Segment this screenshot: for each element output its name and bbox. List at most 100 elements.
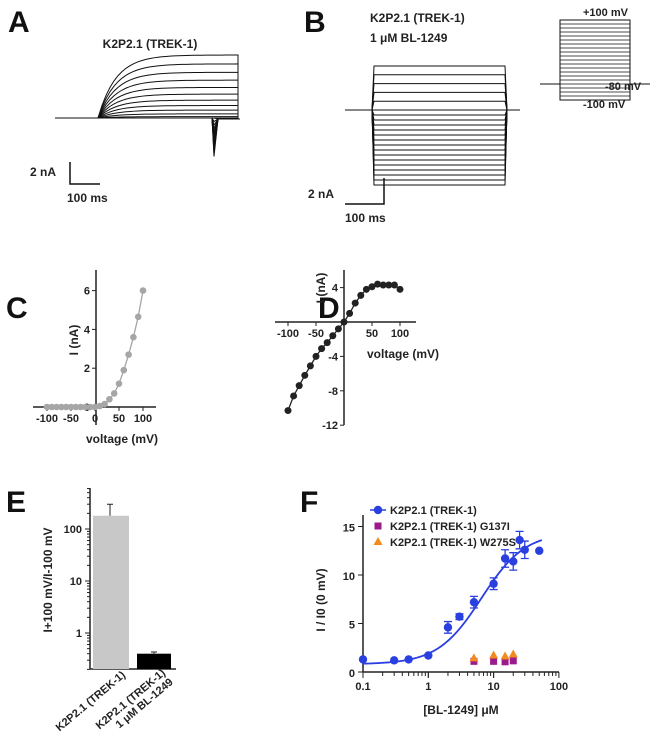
legend-marker [373, 537, 383, 545]
data-point [134, 313, 142, 321]
x-tick-label: -100 [277, 328, 299, 340]
data-point [351, 299, 359, 307]
x-tick-label: 100 [391, 328, 409, 340]
panel-b-scale-bar [345, 178, 385, 205]
data-point [48, 403, 56, 411]
data-point [101, 400, 108, 408]
current-trace [345, 109, 520, 156]
legend-marker [374, 522, 382, 530]
current-trace [55, 71, 240, 150]
panel-b-title-line2: 1 μM BL-1249 [370, 31, 448, 45]
data-point [106, 395, 113, 403]
data-point [358, 655, 368, 664]
data-point [500, 554, 510, 563]
data-point [501, 658, 509, 666]
panel-f-dose-response-chart: [BL-1249] μM I / I0 (0 mV) 0.1 1 10 100 0 5 10… [314, 505, 568, 717]
current-trace [345, 83, 520, 111]
data-point [396, 285, 404, 293]
d-ylabel: I (nA) [314, 273, 328, 304]
panel-label-a: A [8, 6, 30, 39]
data-point [295, 382, 303, 390]
x-tick-label: -50 [308, 328, 324, 340]
data-point [362, 285, 370, 293]
x-tick-label: 50 [366, 328, 378, 340]
x-tick-label: 0.1 [355, 681, 370, 693]
data-point [490, 657, 498, 665]
bar [93, 515, 129, 669]
panel-label-b: B [304, 6, 326, 39]
panel-label-c: C [6, 292, 28, 325]
data-point [368, 283, 376, 291]
error-bar [151, 651, 157, 654]
data-point [306, 362, 314, 370]
bar [137, 653, 171, 669]
y-tick-label: -12 [322, 420, 338, 432]
legend-label: K2P2.1 (TREK-1) [390, 505, 477, 517]
data-point [509, 557, 518, 566]
data-point [329, 332, 337, 340]
panel-a-title: K2P2.1 (TREK-1) [103, 37, 198, 51]
protocol-label-minus100: -100 mV [583, 99, 626, 111]
e-category-label-1: K2P2.1 (TREK-1)1 μM BL-1249 [94, 667, 176, 741]
data-point [115, 380, 123, 388]
data-point [82, 403, 89, 411]
y-tick-label: -8 [328, 386, 338, 398]
data-point [489, 579, 498, 588]
f-xlabel: [BL-1249] μM [423, 703, 498, 717]
data-point [77, 403, 84, 411]
x-tick-label: 0 [92, 413, 98, 425]
panel-label-e: E [6, 486, 26, 519]
data-point [443, 623, 453, 632]
y-tick-label: 10 [343, 571, 355, 583]
panel-b-title-line1: K2P2.1 (TREK-1) [370, 11, 465, 25]
data-point [469, 653, 479, 662]
panel-label-d: D [318, 292, 340, 325]
data-point [385, 281, 393, 289]
data-point [125, 351, 132, 358]
data-point [346, 309, 354, 317]
data-point [290, 392, 298, 400]
current-trace [345, 109, 520, 116]
y-tick-label: 5 [349, 620, 355, 632]
panel-a-scale-current: 2 nA [30, 165, 56, 179]
current-trace [345, 65, 520, 111]
current-trace [55, 79, 240, 147]
current-trace [55, 93, 240, 140]
panel-b-scale-time: 100 ms [345, 211, 386, 225]
data-point [535, 546, 544, 555]
data-point [340, 318, 348, 326]
data-point [67, 403, 75, 411]
panel-e-bar-chart: I+100 mV/I-100 mV K2P2.1 (TREK-1) K2P2.1… [41, 488, 176, 741]
data-point [455, 612, 464, 621]
current-trace [345, 109, 520, 186]
current-trace [55, 86, 240, 143]
x-tick-label: 10 [487, 681, 499, 693]
x-tick-label: 100 [550, 681, 568, 693]
current-trace [55, 99, 240, 136]
data-point [130, 333, 137, 341]
panel-b-scale-current: 2 nA [308, 187, 334, 201]
data-point [334, 325, 342, 333]
data-point [72, 403, 80, 411]
current-trace [55, 105, 240, 133]
legend-marker [373, 505, 383, 515]
y-tick-label: 2 [84, 363, 90, 375]
data-point [284, 407, 292, 415]
legend-label: K2P2.1 (TREK-1) G137I [390, 521, 510, 533]
current-trace [55, 63, 240, 154]
f-ylabel: I / I0 (0 mV) [314, 568, 328, 631]
panel-c-iv-chart: voltage (mV) I (nA) -100-500501000246 [33, 270, 158, 446]
d-xlabel: voltage (mV) [367, 347, 439, 361]
voltage-protocol [540, 19, 650, 101]
data-point [323, 339, 331, 347]
legend-label: K2P2.1 (TREK-1) W275S [390, 537, 516, 549]
data-point [43, 403, 51, 411]
data-point [509, 657, 517, 665]
data-point [62, 403, 70, 411]
data-point [469, 597, 479, 607]
current-trace [345, 109, 520, 166]
current-trace [55, 109, 240, 131]
y-tick-label: 4 [332, 283, 339, 295]
y-tick-label: 10 [70, 576, 82, 588]
data-point [404, 655, 413, 664]
